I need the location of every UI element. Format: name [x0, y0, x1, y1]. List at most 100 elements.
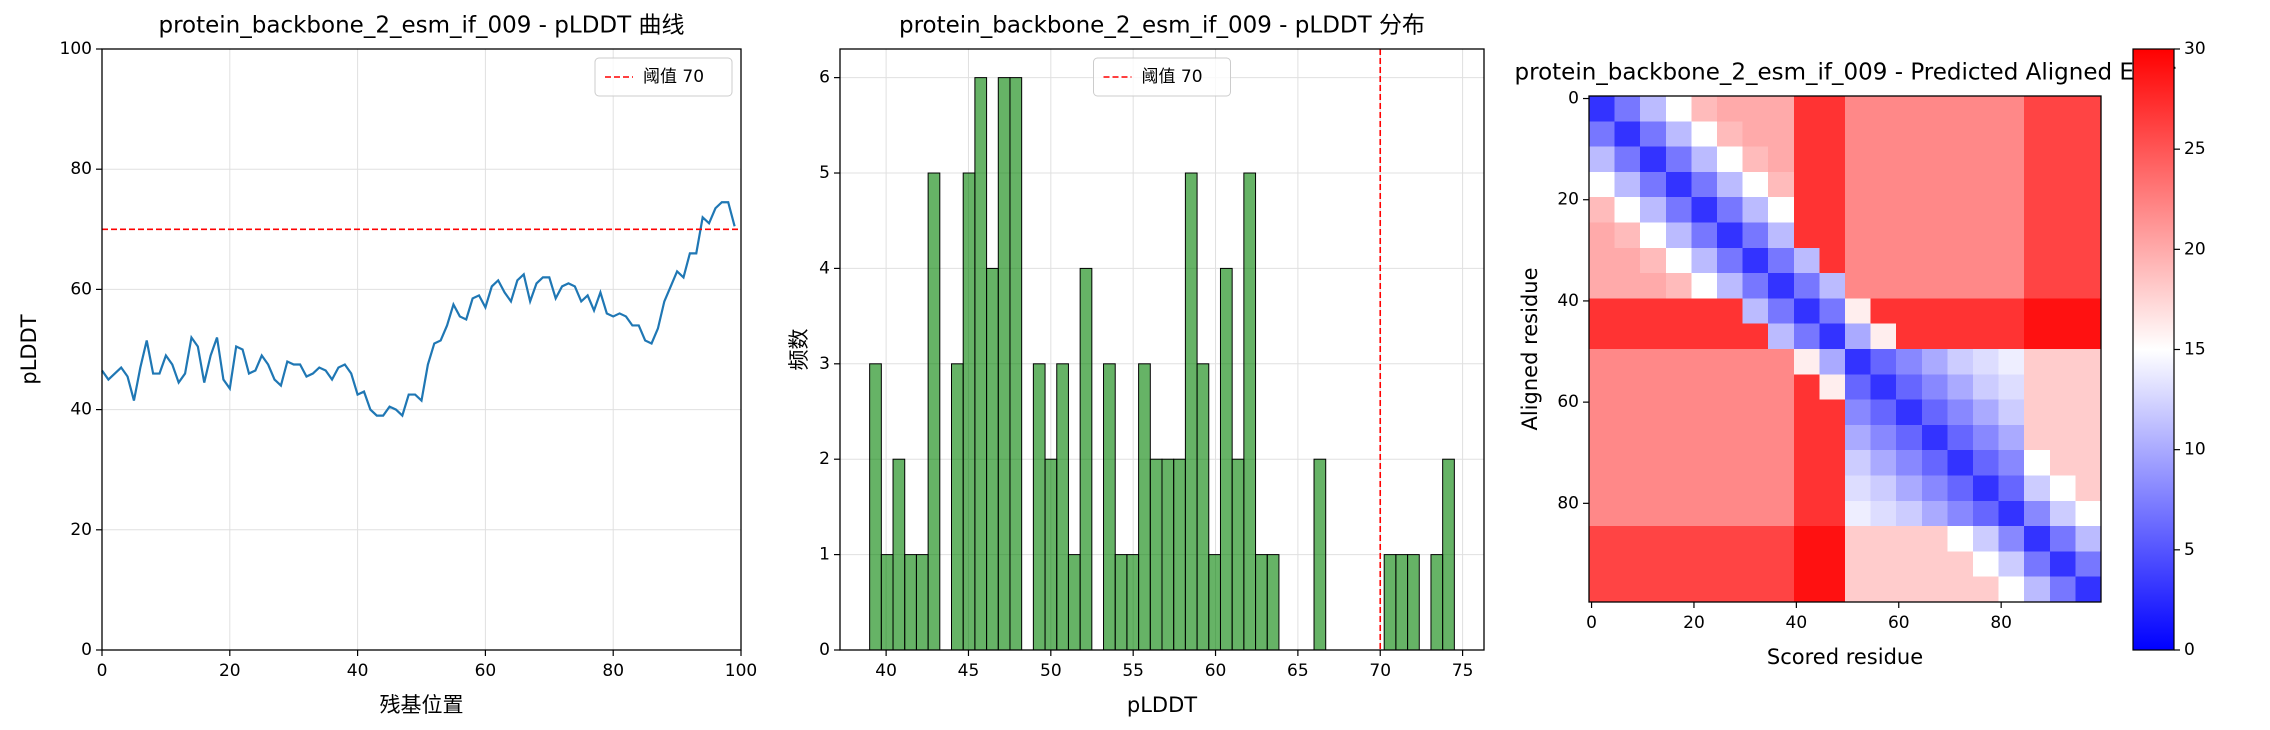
y-tick-label: 2: [819, 449, 830, 469]
panel: 0 20 40 60 80 0 20 40 60 80 protein_backbone_2_esm…: [1515, 39, 2206, 669]
heat-cell: [1793, 222, 1820, 249]
heat-cell: [1921, 171, 1948, 198]
y-tick-label: 20: [70, 520, 92, 540]
y-tick-label: 80: [1557, 493, 1579, 513]
y-tick-label: 60: [70, 279, 92, 299]
heat-cell: [1742, 475, 1769, 502]
chart-title: protein_backbone_2_esm_if_009 - Predicte…: [1515, 60, 2176, 86]
heat-cell: [1845, 576, 1872, 603]
heat-cell: [1742, 551, 1769, 578]
heat-cell: [1947, 399, 1974, 426]
y-axis-label: 频数: [787, 329, 811, 371]
bar: [1161, 458, 1175, 651]
heat-cell: [1589, 576, 1616, 603]
x-tick-label: 20: [1683, 613, 1705, 633]
heat-cell: [1819, 526, 1846, 552]
bar: [1149, 458, 1163, 651]
bar: [962, 172, 976, 651]
heat-cell: [1691, 424, 1718, 451]
heat-cell: [1870, 450, 1897, 476]
heat-cell: [1973, 273, 2000, 299]
axes: 0 20 40 60 80 0 20 40 60 80: [1557, 89, 2102, 633]
heat-cell: [1665, 146, 1692, 173]
heat-cell: [2024, 197, 2051, 223]
heat-cell: [1589, 374, 1616, 401]
data-line: [101, 201, 736, 418]
heat-cell: [1691, 450, 1718, 476]
heat-cell: [1614, 424, 1641, 451]
heat-cell: [1921, 424, 1948, 451]
heat-cell: [1998, 374, 2025, 401]
heat-cell: [1819, 576, 1846, 603]
heat-cell: [1742, 96, 1769, 122]
heat-cell: [2075, 323, 2102, 350]
heat-cell: [1614, 121, 1641, 148]
bar: [1196, 363, 1210, 651]
heat-cell: [1589, 247, 1616, 274]
heat-cell: [1973, 96, 2000, 122]
heat-cell: [2049, 171, 2076, 198]
heat-cell: [1691, 171, 1718, 198]
heat-cell: [1921, 349, 1948, 375]
heat-cell: [1768, 374, 1795, 401]
heat-cell: [1896, 146, 1923, 173]
heat-cell: [2075, 222, 2102, 249]
heat-cell: [1691, 146, 1718, 173]
heat-cell: [1845, 298, 1872, 325]
heat-cell: [1768, 298, 1795, 325]
chart-title: protein_backbone_2_esm_if_009 - pLDDT 曲线: [159, 13, 685, 39]
heat-cell: [1947, 96, 1974, 122]
heat-cell: [1921, 500, 1948, 527]
bar: [1032, 363, 1046, 651]
heat-cell: [1768, 121, 1795, 148]
heat-cell: [1665, 323, 1692, 350]
heat-cell: [1691, 121, 1718, 148]
heat-cell: [1998, 222, 2025, 249]
marks: [869, 49, 1455, 651]
axes: 0 20 40 60 80 100 0 20 40 60 80 100: [60, 39, 758, 681]
bar: [927, 172, 941, 651]
heat-cell: [1614, 247, 1641, 274]
heat-cell: [1640, 146, 1667, 173]
heat-cell: [1793, 475, 1820, 502]
bar: [997, 77, 1011, 651]
heat-cell: [1768, 576, 1795, 603]
bar: [915, 554, 929, 651]
heat-cell: [1614, 197, 1641, 223]
heat-cell: [1998, 273, 2025, 299]
y-tick-label: 5: [819, 163, 830, 183]
colorbar: [2132, 48, 2175, 651]
heat-cell: [1665, 273, 1692, 299]
heat-cell: [1717, 349, 1744, 375]
legend-box: [1093, 57, 1231, 97]
heat-cell: [1640, 121, 1667, 148]
heat-cell: [2049, 298, 2076, 325]
heat-cell: [1793, 96, 1820, 122]
heat-cell: [1819, 424, 1846, 451]
heat-cell: [1819, 450, 1846, 476]
heat-cell: [1665, 424, 1692, 451]
heat-cell: [1768, 424, 1795, 451]
heat-cell: [1742, 222, 1769, 249]
heat-cell: [1717, 171, 1744, 198]
heat-cell: [1947, 171, 1974, 198]
y-tick-label: 0: [81, 640, 92, 660]
heat-cell: [1998, 576, 2025, 603]
heat-cell: [1589, 399, 1616, 426]
x-tick-label: 60: [1205, 661, 1227, 681]
heat-cell: [1742, 450, 1769, 476]
heat-cell: [1717, 247, 1744, 274]
heat-cell: [1768, 146, 1795, 173]
x-tick-label: 60: [475, 661, 497, 681]
heat-cell: [1742, 298, 1769, 325]
bar: [1173, 458, 1186, 651]
heat-cell: [1998, 475, 2025, 502]
heat-cell: [2049, 146, 2076, 173]
heat-cell: [1589, 171, 1616, 198]
heat-cell: [1947, 526, 1974, 552]
heat-cell: [1947, 576, 1974, 603]
heat-cell: [1793, 399, 1820, 426]
heat-cell: [1665, 576, 1692, 603]
heat-cell: [1691, 298, 1718, 325]
heat-cell: [2049, 576, 2076, 603]
